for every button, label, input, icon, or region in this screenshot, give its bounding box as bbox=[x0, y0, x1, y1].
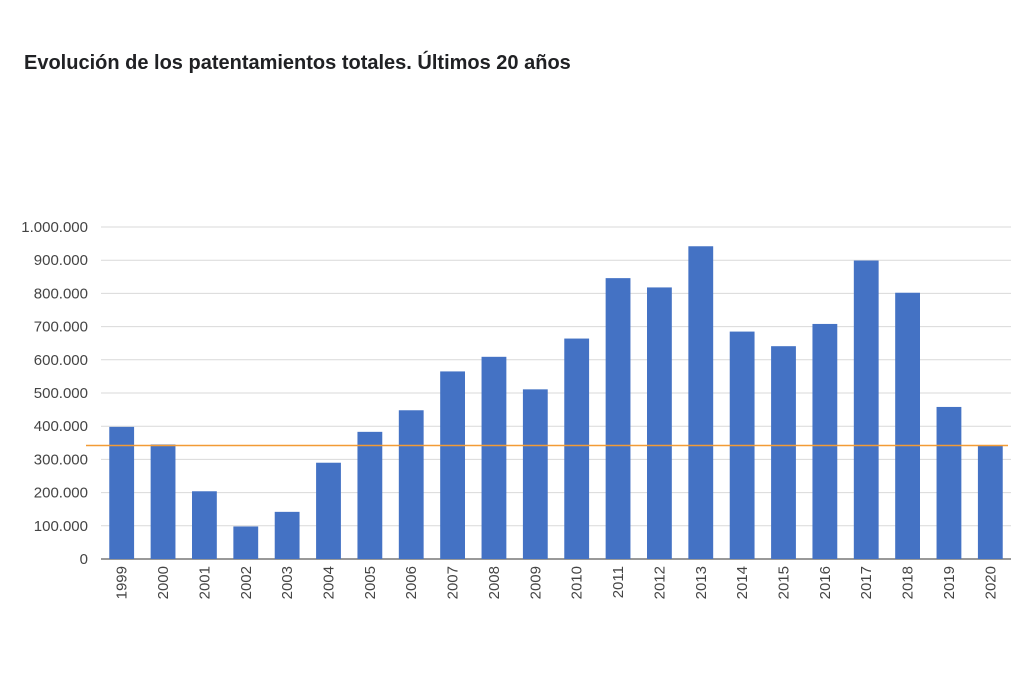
y-tick-label: 300.000 bbox=[34, 451, 88, 468]
x-tick-label: 2010 bbox=[569, 566, 586, 599]
x-tick-label: 2018 bbox=[900, 566, 917, 599]
x-tick-label: 2014 bbox=[734, 566, 751, 599]
bar-2000 bbox=[150, 444, 176, 559]
x-tick-label: 2003 bbox=[279, 566, 296, 599]
x-tick-label: 2002 bbox=[238, 566, 255, 599]
bar-2013 bbox=[688, 246, 714, 560]
chart-title: Evolución de los patentamientos totales.… bbox=[24, 52, 571, 74]
y-tick-label: 400.000 bbox=[34, 418, 88, 435]
x-tick-label: 2005 bbox=[362, 566, 379, 599]
bar-2010 bbox=[564, 338, 590, 559]
bar-2009 bbox=[522, 389, 548, 559]
x-tick-label: 2009 bbox=[527, 566, 544, 599]
x-tick-label: 2017 bbox=[858, 566, 875, 599]
bar-2019 bbox=[936, 406, 962, 559]
bar-2002 bbox=[233, 526, 259, 559]
x-axis: 1999 2000 2001 2002 2003 2004 2005 2006 2007 2008… bbox=[114, 566, 1000, 599]
y-axis: 0 100.000 200.000 300.000 400.000 500.000 600.… bbox=[21, 219, 88, 568]
x-tick-label: 2016 bbox=[817, 566, 834, 599]
bar-2016 bbox=[812, 323, 838, 559]
bar-2004 bbox=[316, 462, 341, 559]
y-tick-label: 1.000.000 bbox=[21, 219, 88, 236]
x-tick-label: 2004 bbox=[321, 566, 338, 599]
bar-2001 bbox=[192, 491, 217, 559]
y-tick-label: 800.000 bbox=[34, 285, 88, 302]
bar-2018 bbox=[895, 292, 920, 559]
y-tick-label: 900.000 bbox=[34, 252, 88, 269]
x-tick-label: 2008 bbox=[486, 566, 503, 599]
x-tick-label: 2006 bbox=[403, 566, 420, 599]
y-tick-label: 700.000 bbox=[34, 319, 88, 336]
bar-2007 bbox=[440, 371, 465, 559]
x-tick-label: 2011 bbox=[610, 566, 627, 598]
x-tick-label: 2000 bbox=[155, 566, 172, 599]
bar-2003 bbox=[274, 511, 300, 559]
y-tick-label: 0 bbox=[80, 551, 88, 568]
bar-1999 bbox=[109, 426, 135, 559]
x-tick-label: 2007 bbox=[445, 566, 462, 599]
x-tick-label: 2020 bbox=[982, 566, 999, 599]
y-tick-label: 200.000 bbox=[34, 485, 88, 502]
x-tick-label: 2015 bbox=[776, 566, 793, 599]
bar-2011 bbox=[605, 278, 631, 559]
bar-2012 bbox=[647, 287, 672, 559]
x-tick-label: 2012 bbox=[651, 566, 668, 599]
x-tick-label: 2013 bbox=[693, 566, 710, 599]
y-tick-label: 100.000 bbox=[34, 518, 88, 535]
bar-2015 bbox=[771, 346, 796, 559]
bar-2017 bbox=[853, 260, 879, 559]
x-tick-label: 1999 bbox=[114, 566, 131, 599]
bar-2005 bbox=[357, 431, 383, 559]
y-tick-label: 500.000 bbox=[34, 385, 88, 402]
bar-2020 bbox=[977, 445, 1003, 559]
bar-2006 bbox=[398, 410, 424, 559]
x-tick-label: 2001 bbox=[196, 566, 213, 599]
bar-2008 bbox=[481, 356, 507, 559]
x-tick-label: 2019 bbox=[941, 566, 958, 599]
y-tick-label: 600.000 bbox=[34, 352, 88, 369]
